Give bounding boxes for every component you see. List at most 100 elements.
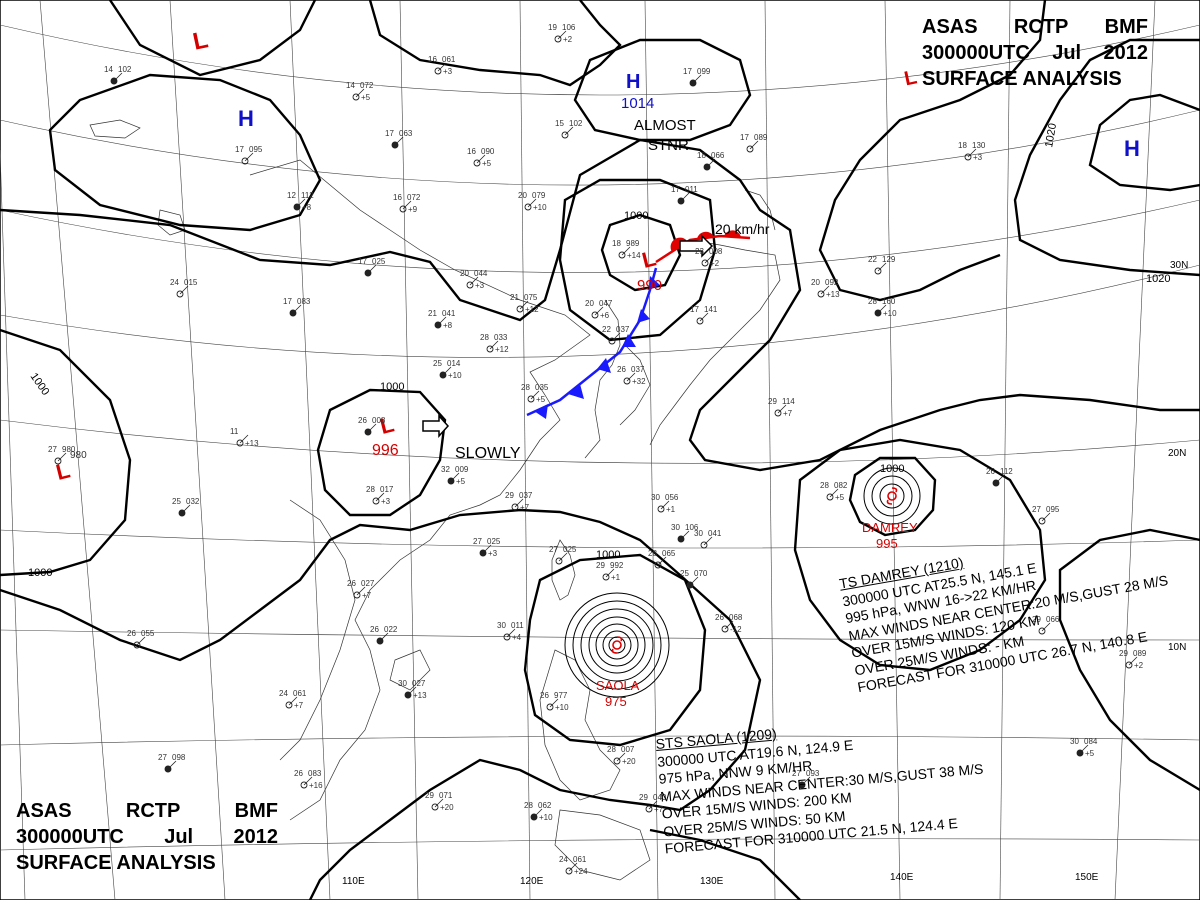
station-temp: 28 (366, 485, 375, 494)
station-circle (774, 409, 782, 417)
wind-barb (113, 72, 123, 82)
station-circle (591, 311, 599, 319)
wind-barb (564, 126, 574, 136)
station-plot: 18 989 +14 (612, 239, 641, 260)
wind-barb (648, 800, 658, 810)
station-temp: 17 (690, 305, 699, 314)
wind-barb (379, 632, 389, 642)
hainan (389, 649, 431, 691)
wind-barb (704, 254, 714, 264)
wind-barb (181, 504, 191, 514)
station-plot: 26 055 (127, 629, 155, 649)
station-plot: 22 037 (602, 325, 630, 345)
inland-lake (89, 119, 141, 139)
isobar-label-990ring: 1000 (624, 210, 648, 222)
station-pressure: 027 (361, 579, 375, 588)
station-plot: 29 040 +7 (639, 793, 667, 814)
station-tendency: +2 (563, 35, 573, 44)
station-temp: 17 (671, 185, 680, 194)
station-plot: 27 095 (1032, 505, 1060, 525)
station-tendency: +12 (525, 305, 539, 314)
station-tendency: -12 (730, 625, 742, 634)
time-utc-bl: 300000UTC (16, 826, 124, 848)
station-plot: 29 114 +7 (768, 397, 795, 418)
wind-barb (434, 798, 444, 808)
wind-barb (689, 576, 699, 586)
wind-barb (568, 862, 578, 872)
isobar-damrey-outer (793, 438, 1047, 672)
station-pressure: 075 (524, 293, 538, 302)
station-pressure: 980 (62, 445, 76, 454)
station-circle (654, 561, 662, 569)
station-plot: 26 068 -12 (715, 613, 743, 634)
wind-barb (877, 304, 887, 314)
station-circle (561, 131, 569, 139)
wind-barb (1041, 512, 1051, 522)
station-temp: 26 (617, 365, 626, 374)
station-temp: 25 (433, 359, 442, 368)
station-pressure: 017 (380, 485, 394, 494)
isobar-label-damrey: 1000 (880, 463, 904, 475)
station-tendency: +8 (443, 321, 453, 330)
lon-label-110e: 110E (342, 876, 365, 887)
station-circle (516, 305, 524, 313)
isobar-tl-high (48, 73, 322, 232)
wind-barb (437, 316, 447, 326)
station-temp: 24 (279, 689, 288, 698)
station-temp: 28 (648, 549, 657, 558)
station-pressure: 055 (141, 629, 155, 638)
station-pressure: 056 (665, 493, 679, 502)
wind-barb (450, 472, 460, 482)
station-temp: 20 (460, 269, 469, 278)
station-plot: 28 065 (648, 549, 676, 569)
station-pressure: 037 (616, 325, 630, 334)
label-slowly: SLOWLY (455, 445, 521, 462)
wind-barb (1128, 656, 1138, 666)
station-temp: 30 (398, 679, 407, 688)
pressure-centers: L H L H 1014 H L 990 L 996 L 980 (53, 26, 1139, 485)
station-plot: 17 063 (385, 129, 413, 149)
station-pressure: 102 (118, 65, 132, 74)
station-circle (473, 159, 481, 167)
station-temp: 29 (1032, 615, 1041, 624)
station-plot: 28 017 +3 (366, 485, 394, 506)
wind-barb (558, 552, 568, 562)
wind-barb (616, 752, 626, 762)
station-tendency: +2 (1134, 661, 1144, 670)
station-circle (511, 503, 519, 511)
station-plot: 20 079 +10 (518, 191, 547, 212)
station-temp: 18 (697, 151, 706, 160)
station-pressure: 072 (360, 81, 374, 90)
station-plot: 17 141 (690, 305, 718, 325)
station-tendency: +24 (574, 867, 588, 876)
lat-label-10n: 10N (1168, 642, 1186, 653)
station-temp: 30 (671, 523, 680, 532)
saola-pressure: 975 (605, 694, 627, 709)
station-plot: 16 072 +9 (393, 193, 421, 214)
station-plot: 17 083 (283, 297, 311, 317)
station-temp: 16 (467, 147, 476, 156)
header-top-right: ASAS RCTP BMF 300000UTC Jul 2012 SURFACE… (922, 14, 1148, 92)
station-plot: 30 011 +4 (497, 621, 524, 642)
station-plot: 24 061 +7 (279, 689, 307, 710)
station-circle (746, 145, 754, 153)
station-pressure: 089 (1133, 649, 1147, 658)
station-temp: 22 (868, 255, 877, 264)
station-tendency: +7 (294, 701, 304, 710)
station-temp: 17 (385, 129, 394, 138)
station-pressure: 066 (1046, 615, 1060, 624)
station-circle (1125, 661, 1133, 669)
station-pressure: 015 (184, 278, 198, 287)
wind-barb (703, 536, 713, 546)
station-pressure: 079 (532, 191, 546, 200)
station-plot: 21 041 +8 (428, 309, 456, 330)
station-pressure: 084 (1084, 737, 1098, 746)
wind-barb (519, 300, 529, 310)
station-circle (524, 203, 532, 211)
station-plot: 30 056 +1 (651, 493, 679, 514)
station-temp: 17 (235, 145, 244, 154)
station-tendency: +16 (309, 781, 323, 790)
station-temp: 26 (986, 467, 995, 476)
time-utc: 300000UTC (922, 42, 1030, 64)
station-tendency: +4 (512, 633, 522, 642)
